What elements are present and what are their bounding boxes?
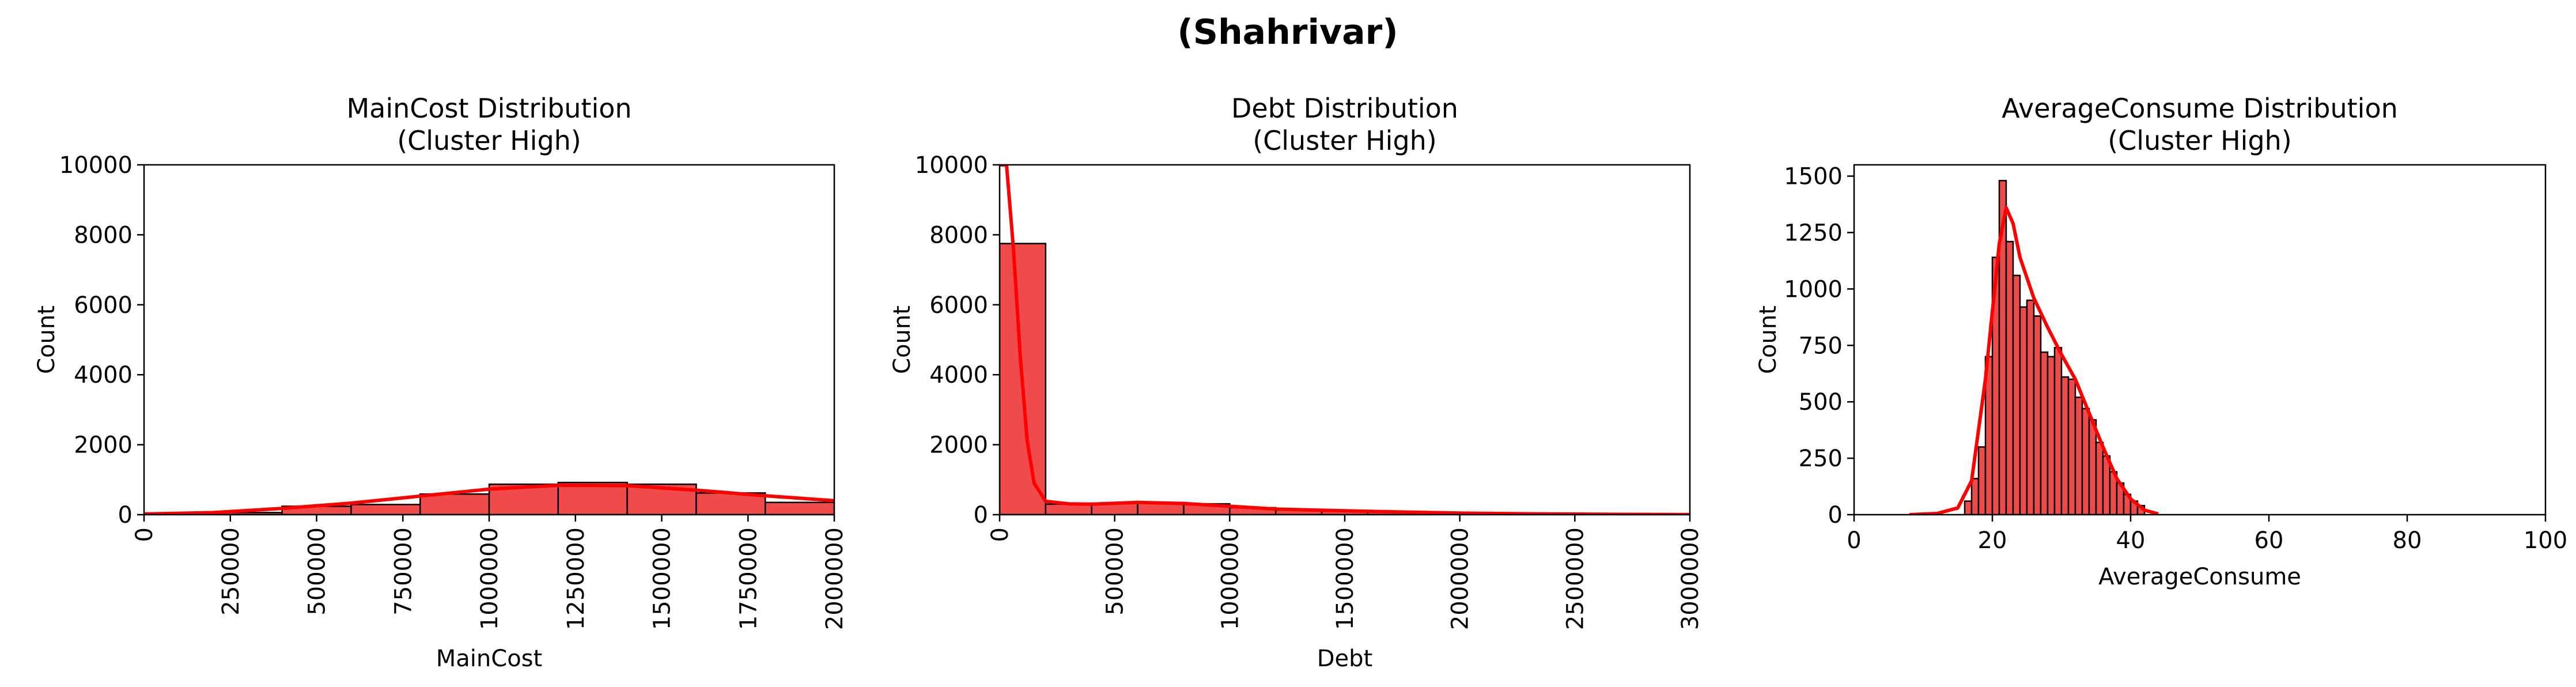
chart-panel-1: 0 2000 4000 6000 8000 10000 0 250000 500000 75000… <box>33 93 848 672</box>
y-axis-label: Count <box>1755 305 1781 374</box>
axes-frame <box>143 164 835 516</box>
histogram-bar-3 <box>1977 446 1987 515</box>
histogram-bar-9 <box>2019 306 2028 515</box>
histogram-bar-17 <box>2074 397 2083 515</box>
y-tick-label: 10000 <box>59 152 133 179</box>
histogram-bar-5 <box>419 493 490 515</box>
y-tick-label: 500 <box>1799 389 1843 416</box>
histogram-bar-12 <box>2040 351 2049 515</box>
histogram-bar-14 <box>2053 346 2063 515</box>
histogram-bar-8 <box>2012 274 2021 515</box>
histogram-bar-11 <box>2033 315 2042 515</box>
x-tick-label: 3000000 <box>1677 527 1704 630</box>
x-tick-label: 2500000 <box>1562 527 1588 630</box>
x-tick-label: 1000000 <box>1217 527 1243 630</box>
x-tick-label: 500000 <box>1102 527 1129 616</box>
x-tick-label: 500000 <box>304 527 331 616</box>
x-tick-label: 250000 <box>218 527 244 616</box>
y-tick-label: 4000 <box>929 362 988 388</box>
x-axis-label: AverageConsume <box>2098 564 2301 590</box>
chart-title: MainCost Distribution <box>346 93 631 124</box>
axes-frame <box>998 164 1691 516</box>
x-axis-label: Debt <box>1317 646 1372 672</box>
kde-line <box>1909 206 2159 515</box>
x-tick-label: 1500000 <box>649 527 676 630</box>
x-tick-label: 20 <box>1978 527 2007 554</box>
y-tick-label: 10000 <box>915 152 988 179</box>
histogram-bar-18 <box>2081 407 2090 515</box>
x-tick-label: 1500000 <box>1332 527 1359 630</box>
y-tick-label: 0 <box>118 502 133 529</box>
histogram-bar-20 <box>2095 441 2104 515</box>
chart-title: (Cluster High) <box>2108 125 2292 156</box>
histogram-bar-13 <box>2047 356 2056 515</box>
histogram-bar-2 <box>1970 478 1980 515</box>
histogram-bar-4 <box>350 504 421 515</box>
histogram-bar-7 <box>2005 240 2014 515</box>
x-tick-label: 750000 <box>390 527 417 616</box>
chart-panel-3: 0 250 500 750 1000 1250 1500 0 20 40 60 80 100 Averag… <box>1755 93 2567 590</box>
axes-frame <box>1853 164 2547 516</box>
x-tick-label: 2000000 <box>1447 527 1474 630</box>
y-tick-label: 2000 <box>74 432 133 459</box>
y-axis-label: Count <box>33 305 60 374</box>
x-tick-label: 100 <box>2524 527 2567 554</box>
figure-suptitle: (Shahrivar) <box>1177 12 1398 52</box>
y-tick-label: 6000 <box>929 292 988 319</box>
chart-title: Debt Distribution <box>1231 93 1458 124</box>
y-axis-label: Count <box>889 305 916 374</box>
histogram-bar-19 <box>2088 419 2097 515</box>
y-tick-label: 0 <box>974 502 988 529</box>
chart-title: AverageConsume Distribution <box>2002 93 2398 124</box>
chart-panel-2: 0 2000 4000 6000 8000 10000 0 500000 1000000 1500… <box>889 93 1704 672</box>
histogram-bars <box>1964 180 2146 515</box>
x-tick-label: 80 <box>2393 527 2422 554</box>
histogram-bars <box>1000 243 1690 515</box>
x-tick-label: 2000000 <box>822 527 848 630</box>
y-tick-label: 750 <box>1799 333 1843 359</box>
x-axis-label: MainCost <box>436 646 542 672</box>
x-tick-label: 0 <box>131 527 158 542</box>
y-tick-label: 4000 <box>74 362 133 388</box>
x-tick-label: 40 <box>2116 527 2146 554</box>
x-tick-label: 1750000 <box>735 527 762 630</box>
histogram-bar-10 <box>2026 299 2035 515</box>
y-tick-label: 1000 <box>1784 276 1843 303</box>
y-tick-label: 8000 <box>74 222 133 248</box>
y-tick-label: 1500 <box>1784 164 1843 190</box>
y-tick-label: 1250 <box>1784 220 1843 246</box>
chart-title: (Cluster High) <box>397 125 581 156</box>
chart-title: (Cluster High) <box>1253 125 1437 156</box>
histogram-bar-16 <box>2067 378 2076 515</box>
histogram-bar-1 <box>1964 500 1973 515</box>
x-tick-label: 1000000 <box>476 527 503 630</box>
kde-line <box>1000 165 1690 515</box>
y-tick-label: 8000 <box>929 222 988 248</box>
y-tick-label: 0 <box>1828 502 1843 529</box>
y-tick-label: 2000 <box>929 432 988 459</box>
histogram-bar-7 <box>557 481 628 515</box>
y-tick-label: 250 <box>1799 446 1843 472</box>
histogram-bar-10 <box>764 501 834 515</box>
kde-line <box>144 484 834 515</box>
y-tick-label: 6000 <box>74 292 133 319</box>
x-tick-label: 0 <box>1847 527 1861 554</box>
x-tick-label: 60 <box>2255 527 2284 554</box>
histogram-bar-15 <box>2060 376 2070 515</box>
x-tick-label: 1250000 <box>563 527 589 630</box>
histogram-bar-21 <box>2102 455 2111 515</box>
x-tick-label: 0 <box>987 527 1013 542</box>
